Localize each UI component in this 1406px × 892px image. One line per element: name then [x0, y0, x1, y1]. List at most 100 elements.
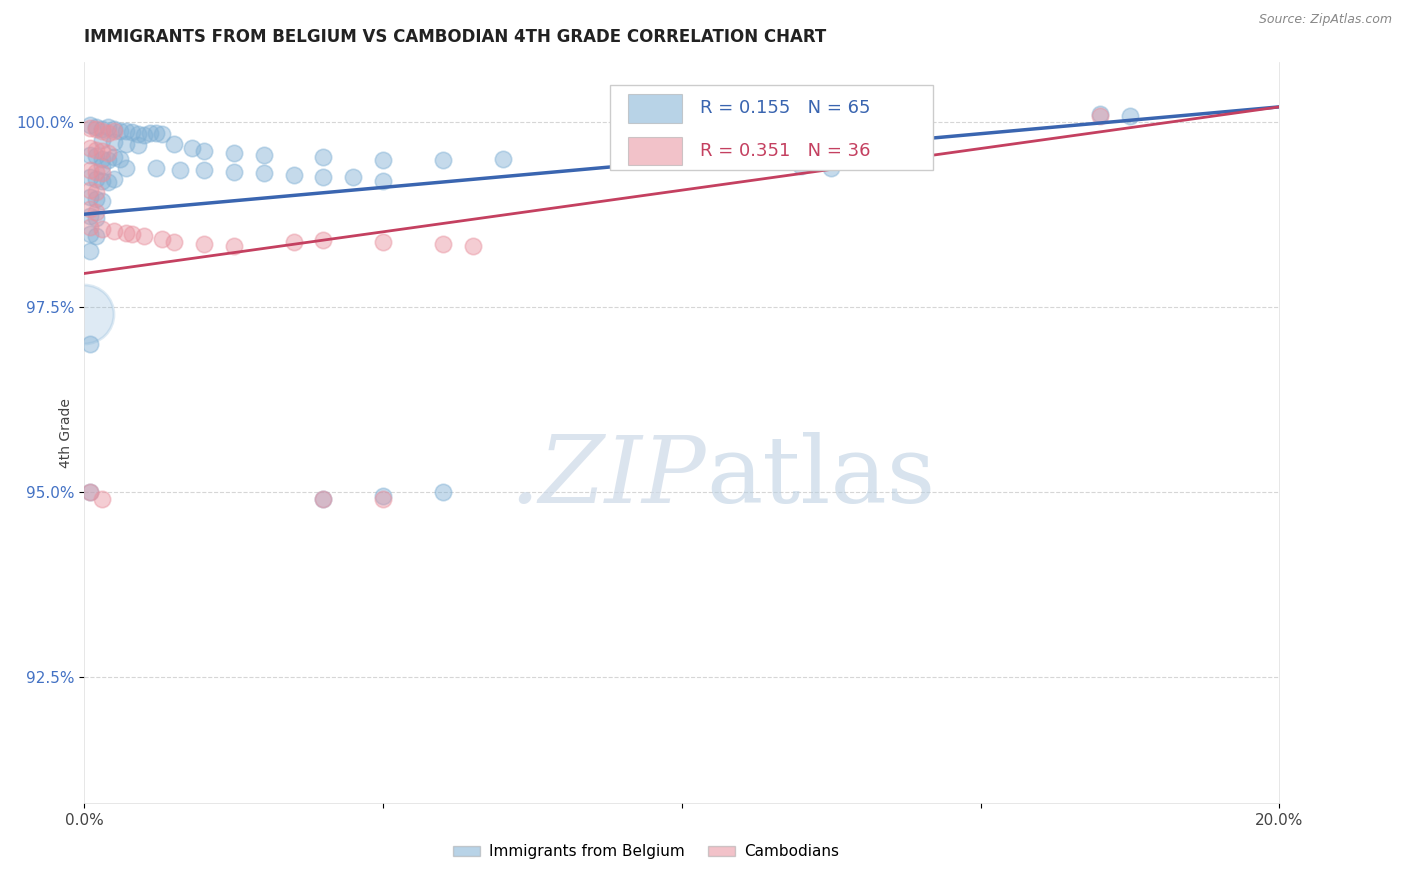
Point — [312, 233, 335, 247]
Point — [86, 205, 108, 219]
Point — [432, 484, 454, 499]
Point — [79, 484, 101, 499]
Point — [103, 122, 125, 136]
Point — [492, 152, 515, 166]
Point — [115, 226, 138, 240]
Point — [115, 161, 138, 175]
Point — [97, 120, 120, 134]
Point — [79, 484, 101, 499]
Point — [91, 159, 114, 173]
FancyBboxPatch shape — [610, 85, 934, 169]
Bar — [628, 137, 682, 165]
Point — [127, 127, 149, 141]
Point — [121, 125, 143, 139]
Point — [150, 232, 173, 246]
Point — [145, 161, 167, 175]
Point — [132, 128, 156, 142]
Y-axis label: 4th Grade: 4th Grade — [59, 398, 73, 467]
Point — [86, 143, 108, 157]
Point — [145, 126, 167, 140]
Point — [97, 175, 120, 189]
Point — [86, 122, 108, 136]
Point — [373, 235, 395, 249]
Point — [193, 162, 215, 177]
Point — [1090, 109, 1112, 123]
Point — [110, 152, 132, 166]
Point — [86, 120, 108, 134]
Point — [1090, 107, 1112, 121]
Point — [1119, 109, 1142, 123]
Text: .ZIP: .ZIP — [509, 432, 706, 522]
Point — [312, 492, 335, 507]
Point — [86, 185, 108, 199]
Point — [86, 211, 108, 225]
Point — [91, 123, 114, 137]
Point — [79, 170, 101, 185]
Point — [86, 193, 108, 207]
Point — [820, 161, 842, 175]
Point — [222, 239, 245, 253]
Point — [222, 165, 245, 179]
Point — [91, 174, 114, 188]
Point — [222, 145, 245, 160]
Point — [373, 153, 395, 168]
Point — [97, 145, 120, 160]
Point — [432, 236, 454, 251]
Point — [193, 145, 215, 159]
Point — [91, 167, 114, 181]
Point — [115, 136, 138, 151]
Point — [150, 128, 173, 142]
Point — [139, 126, 162, 140]
Point — [121, 227, 143, 242]
Point — [97, 126, 120, 140]
Point — [91, 122, 114, 136]
Point — [283, 168, 305, 182]
Point — [91, 152, 114, 166]
Legend: Immigrants from Belgium, Cambodians: Immigrants from Belgium, Cambodians — [447, 838, 845, 865]
Text: atlas: atlas — [706, 432, 935, 522]
Point — [373, 174, 395, 188]
Point — [103, 123, 125, 137]
Point — [312, 492, 335, 507]
Point — [283, 235, 305, 249]
Point — [86, 165, 108, 179]
Point — [97, 153, 120, 168]
Point — [79, 219, 101, 234]
Point — [103, 172, 125, 186]
Point — [79, 190, 101, 204]
Point — [91, 222, 114, 236]
Point — [91, 145, 114, 159]
Point — [253, 167, 276, 181]
Point — [79, 162, 101, 177]
Point — [127, 138, 149, 153]
Point — [103, 150, 125, 164]
Point — [163, 235, 186, 249]
Point — [79, 183, 101, 197]
Point — [461, 239, 484, 253]
Point — [342, 170, 364, 185]
Point — [86, 172, 108, 186]
Point — [790, 159, 813, 173]
Point — [103, 224, 125, 238]
Point — [91, 492, 114, 507]
Point — [79, 119, 101, 133]
Point — [373, 489, 395, 503]
Point — [312, 150, 335, 164]
Text: Source: ZipAtlas.com: Source: ZipAtlas.com — [1258, 13, 1392, 27]
Point — [253, 148, 276, 162]
Bar — [628, 95, 682, 122]
Text: IMMIGRANTS FROM BELGIUM VS CAMBODIAN 4TH GRADE CORRELATION CHART: IMMIGRANTS FROM BELGIUM VS CAMBODIAN 4TH… — [84, 28, 827, 45]
Point — [115, 123, 138, 137]
Point — [79, 244, 101, 259]
Point — [193, 236, 215, 251]
Point — [86, 149, 108, 163]
Text: R = 0.351   N = 36: R = 0.351 N = 36 — [700, 142, 870, 160]
Text: R = 0.155   N = 65: R = 0.155 N = 65 — [700, 100, 870, 118]
Point — [79, 227, 101, 242]
Point — [73, 307, 96, 321]
Point — [79, 148, 101, 162]
Point — [103, 136, 125, 150]
Point — [91, 194, 114, 208]
Point — [373, 492, 395, 507]
Point — [432, 153, 454, 168]
